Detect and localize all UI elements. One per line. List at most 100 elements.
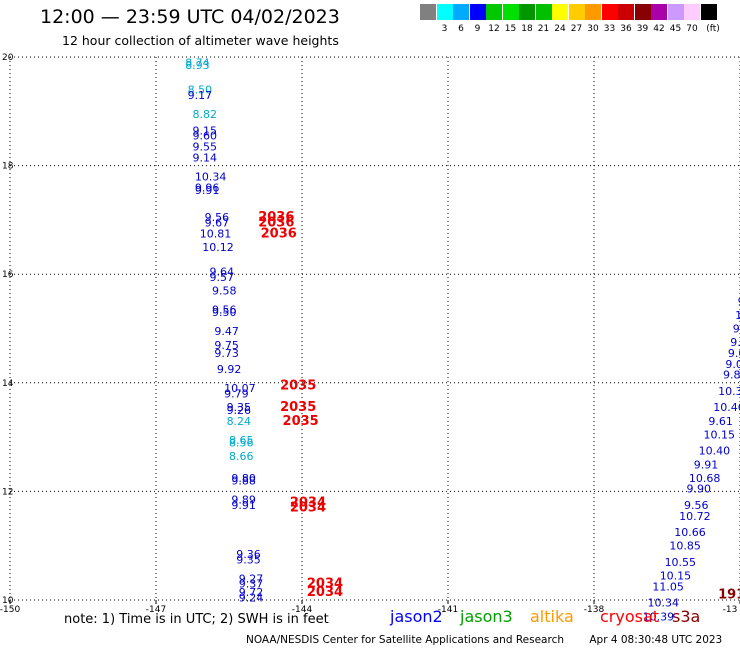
satellite-label: cryosat [600, 607, 660, 626]
wave-height-point: 10.15 [660, 570, 692, 583]
legend-swatch [634, 4, 651, 20]
legend-swatch [684, 4, 700, 20]
y-tick-label: 14 [2, 379, 14, 389]
wave-height-point: 10.12 [202, 241, 234, 254]
wave-height-point: 9.47 [214, 325, 239, 338]
wave-height-point: 8.50 [188, 84, 213, 97]
wave-height-point: 9.55 [193, 141, 218, 154]
legend-label: 21 [537, 24, 550, 34]
chart-subtitle: 12 hour collection of altimeter wave hei… [62, 33, 339, 48]
wave-height-point: 9.91 [231, 499, 256, 512]
legend-label: 45 [669, 24, 682, 34]
legend-label: 27 [570, 24, 583, 34]
wave-height-point: 10.81 [200, 227, 232, 240]
satellite-label: altika [530, 607, 574, 626]
legend-label: 30 [587, 24, 599, 34]
legend-label: 70 [686, 24, 698, 34]
wave-height-point: 8.24 [227, 415, 252, 428]
legend-swatch [667, 4, 684, 20]
wave-height-point: 9.15 [193, 124, 218, 137]
wave-height-point: 9.88 [231, 475, 256, 488]
legend-label: 24 [554, 24, 566, 34]
wave-height-point: 9.75 [214, 339, 239, 352]
satellite-label: jason2 [390, 607, 443, 626]
wave-height-point: 2034 [290, 495, 326, 510]
legend-swatch [700, 4, 717, 20]
legend-swatch [585, 4, 601, 20]
wave-height-point: 9.89 [723, 369, 740, 382]
legend-swatch [601, 4, 618, 20]
legend-swatch [535, 4, 552, 20]
wave-height-point: 9.26 [227, 404, 252, 417]
legend-unit: (ft) [706, 24, 720, 34]
footer-timestamp: Apr 4 08:30:48 UTC 2023 [589, 634, 723, 646]
wave-height-point: 10.15 [704, 428, 736, 441]
wave-height-point: 9.91 [694, 458, 719, 471]
wave-height-point: 2036 [261, 226, 297, 241]
wave-height-point: 2035 [283, 414, 319, 429]
wave-height-point: 9.72 [239, 586, 264, 599]
x-tick-label: -144 [292, 605, 313, 615]
wave-height-point: 8.66 [229, 450, 254, 463]
satellite-label: s3a [672, 607, 701, 626]
legend-swatch [436, 4, 453, 20]
wave-height-point: 9.17 [188, 89, 213, 102]
wave-height-point: 9.57 [210, 271, 235, 284]
wave-height-point: 9.50 [212, 306, 237, 319]
legend-label: 12 [488, 24, 500, 34]
wave-height-point: 8.56 [229, 437, 254, 450]
wave-height-point: 9.03 [728, 347, 740, 360]
wave-height-point: 9.58 [212, 284, 237, 297]
legend-label: 33 [603, 24, 616, 34]
x-tick-label: -13 [723, 605, 738, 615]
wave-height-point: 9.56 [212, 303, 237, 316]
chart-title: 12:00 — 23:59 UTC 04/02/2023 [40, 6, 340, 28]
wave-height-point: 2036 [258, 210, 294, 225]
wave-height-point: 9.64 [210, 265, 235, 278]
wave-height-point: 2034 [307, 577, 343, 592]
wave-height-point: 9.27 [239, 572, 264, 585]
x-tick-label: -138 [584, 605, 605, 615]
y-tick-label: 20 [2, 53, 14, 63]
wave-height-point: 9.36 [236, 548, 260, 561]
legend-swatch [568, 4, 585, 20]
wave-height-point: 10.07 [224, 382, 256, 395]
wave-height-point: 10.68 [689, 472, 721, 485]
wave-height-point: 9.14 [193, 151, 218, 164]
legend-swatch [618, 4, 634, 20]
wave-height-point: 9.90 [686, 483, 711, 496]
wave-height-point: 10.2 [735, 309, 740, 322]
wave-height-point: 9.5 [733, 323, 740, 336]
wave-height-point: 8.74 [185, 56, 210, 69]
wave-height-point: 2035 [280, 400, 316, 415]
wave-height-point: 10.32 [718, 385, 740, 398]
wave-height-point: 9.69 [730, 336, 740, 349]
wave-height-point: 10.40 [699, 445, 731, 458]
wave-height-point: 8.82 [193, 108, 218, 121]
wave-height-point: 9.24 [239, 591, 264, 604]
wave-height-point: 9.60 [193, 130, 218, 143]
wave-height-point: 9.35 [236, 553, 260, 566]
wave-height-point: 9.91 [195, 184, 220, 197]
x-tick-label: -141 [438, 605, 458, 615]
wave-height-point: 9.89 [231, 494, 256, 507]
wave-height-point: 10.66 [674, 526, 706, 539]
legend-label: 18 [521, 24, 533, 34]
legend-swatch [486, 4, 502, 20]
wave-height-point: 2034 [307, 585, 343, 600]
satellite-label: jason3 [460, 607, 513, 626]
legend-label: 3 [441, 24, 448, 34]
wave-height-point: 10.55 [665, 556, 697, 569]
wave-height-point: 11.05 [652, 580, 684, 593]
y-tick-label: 12 [2, 487, 13, 497]
legend-swatch [519, 4, 535, 20]
axis-layer: -150 -147 -144 -141 -138 -13 10 12 14 16 18 20 [0, 53, 740, 615]
y-tick-label: 18 [2, 162, 14, 172]
wave-height-point: 10.72 [679, 510, 711, 523]
wave-height-point: 2036 [258, 216, 294, 231]
x-tick-label: -147 [146, 605, 166, 615]
wave-height-point: 9.96 [195, 181, 220, 194]
wave-height-point: 9.80 [231, 472, 256, 485]
wave-height-point: 10.46 [713, 401, 740, 414]
